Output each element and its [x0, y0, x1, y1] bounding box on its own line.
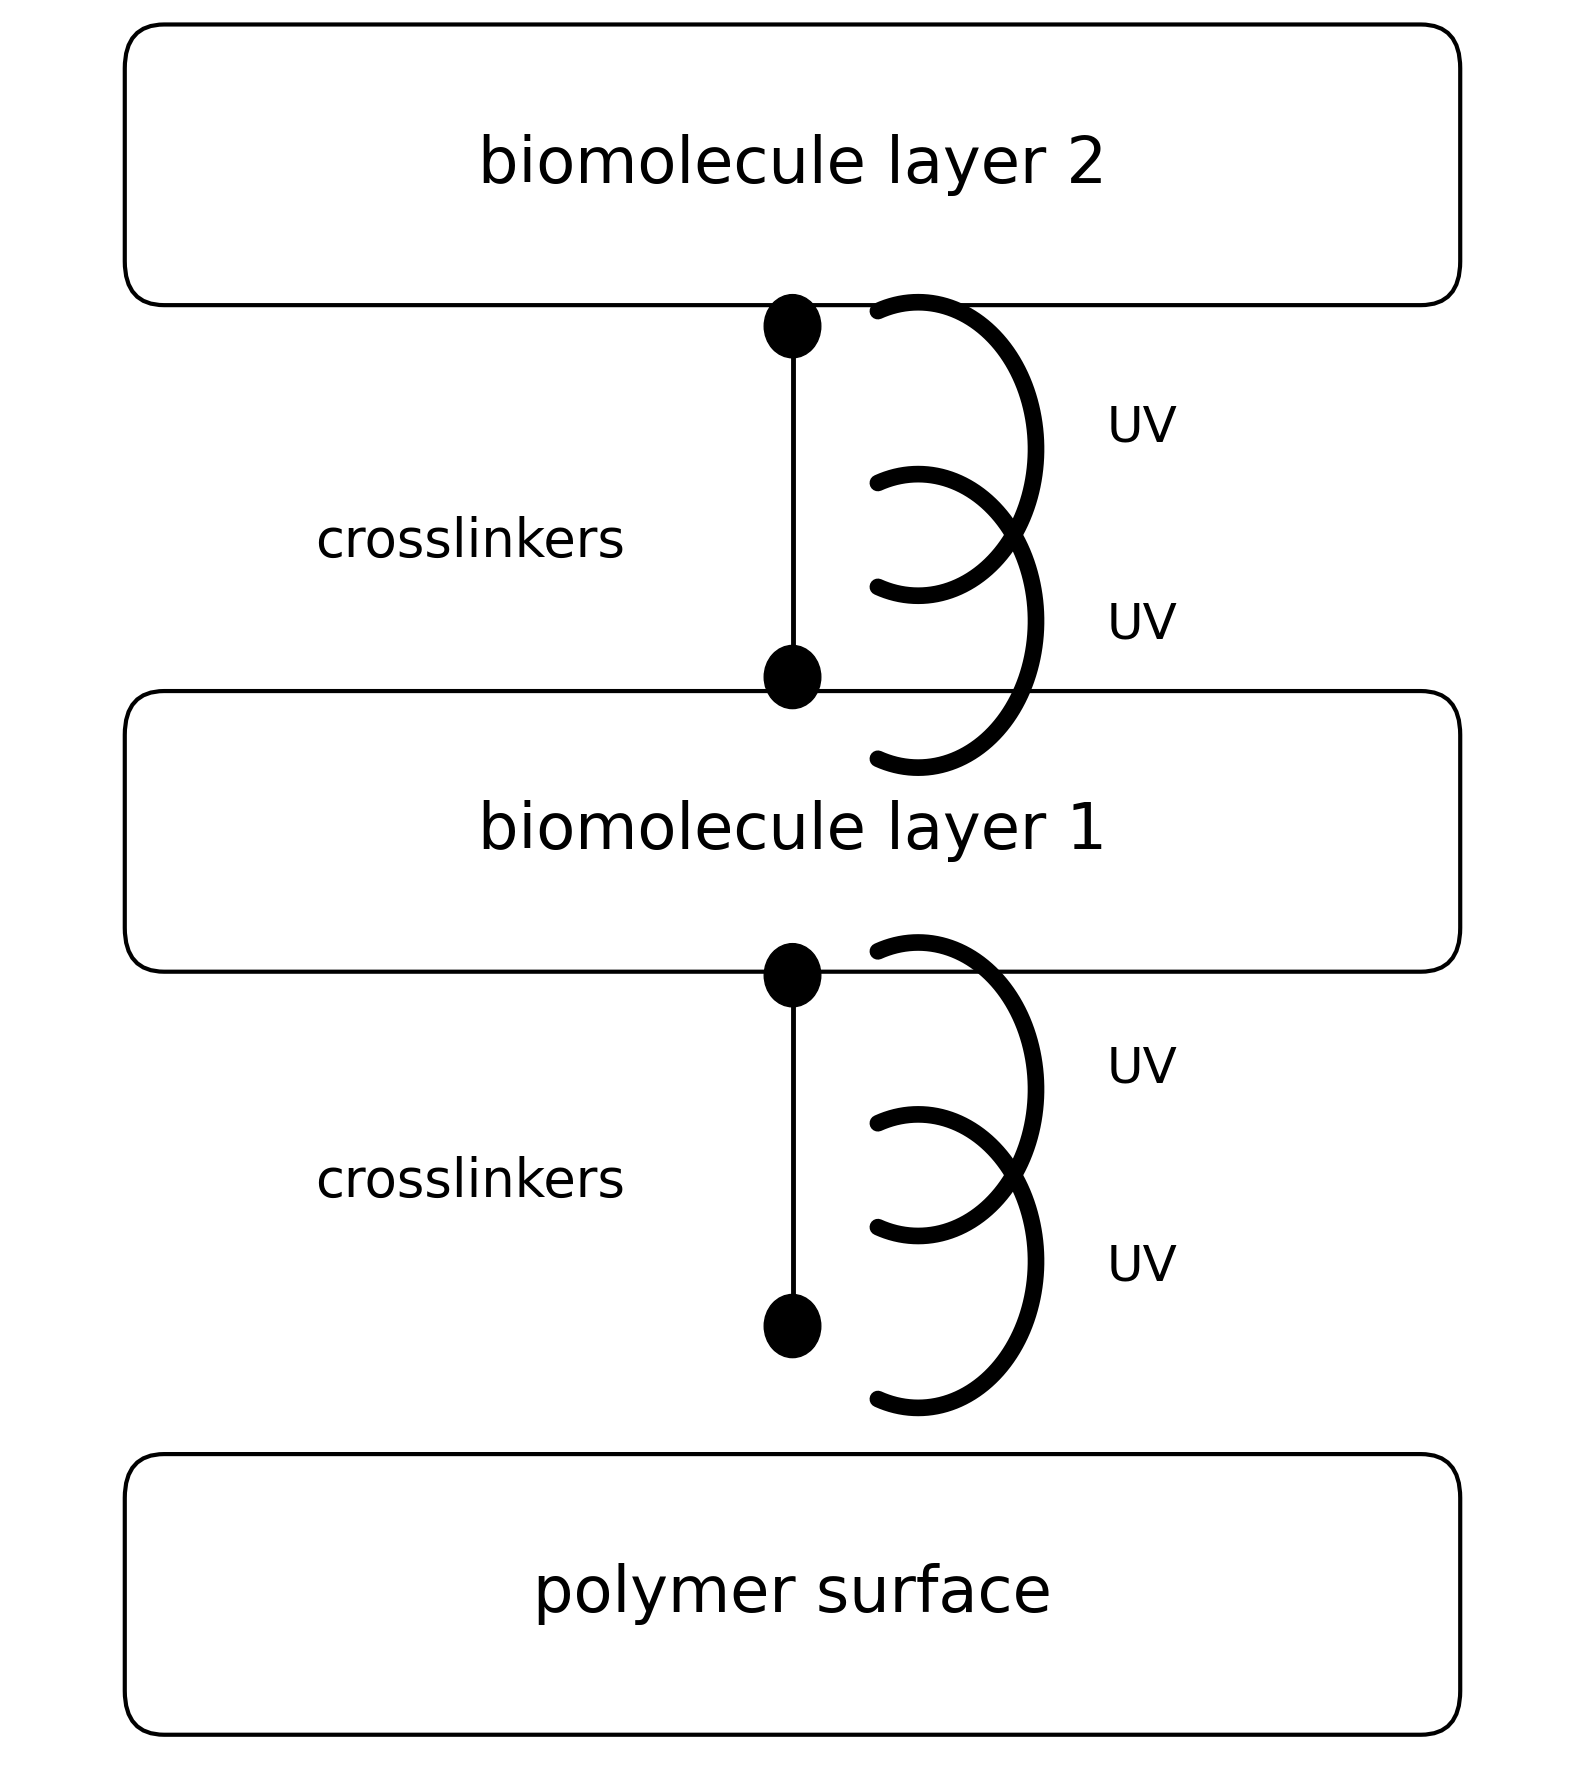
Text: UV: UV	[1106, 601, 1178, 649]
Text: crosslinkers: crosslinkers	[315, 1156, 626, 1208]
Text: UV: UV	[1106, 1045, 1178, 1093]
Text: UV: UV	[1106, 403, 1178, 453]
Circle shape	[764, 645, 821, 709]
Text: polymer surface: polymer surface	[533, 1563, 1052, 1625]
Text: UV: UV	[1106, 1243, 1178, 1291]
Circle shape	[764, 1294, 821, 1358]
FancyBboxPatch shape	[125, 25, 1460, 306]
Text: crosslinkers: crosslinkers	[315, 516, 626, 568]
FancyBboxPatch shape	[125, 691, 1460, 972]
FancyBboxPatch shape	[125, 1453, 1460, 1734]
Text: biomolecule layer 1: biomolecule layer 1	[479, 801, 1106, 863]
Circle shape	[764, 944, 821, 1006]
Circle shape	[764, 295, 821, 357]
Text: biomolecule layer 2: biomolecule layer 2	[479, 134, 1106, 196]
